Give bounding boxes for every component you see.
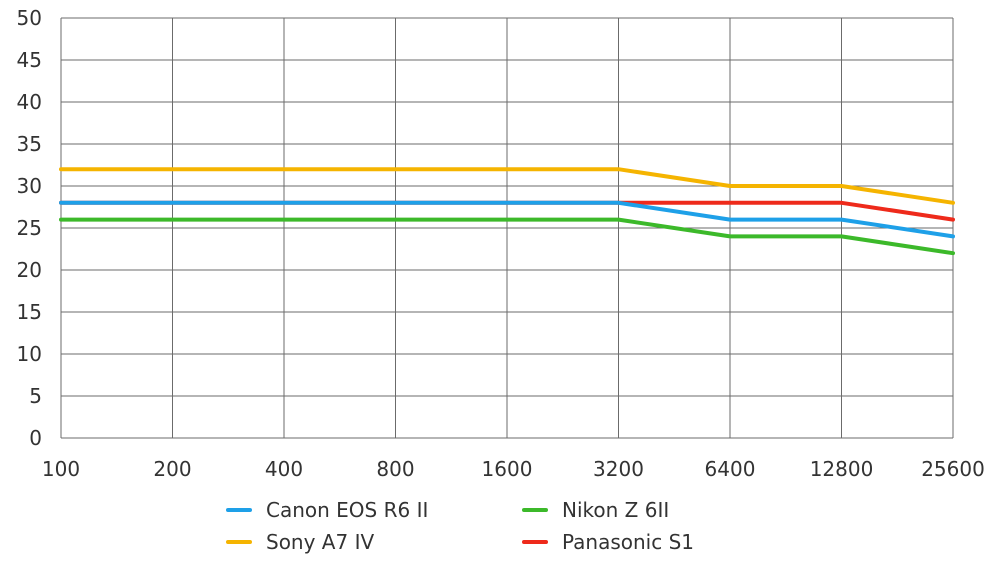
x-tick-label: 3200 [593, 457, 644, 481]
series-line-nikon-z-6ii [59, 217, 955, 256]
x-tick-label: 6400 [705, 457, 756, 481]
y-tick-label: 10 [17, 342, 42, 366]
y-tick-label: 5 [29, 384, 42, 408]
y-tick-label: 50 [17, 6, 42, 30]
x-tick-label: 12800 [810, 457, 874, 481]
y-tick-label: 40 [17, 90, 42, 114]
x-tick-label: 200 [153, 457, 191, 481]
x-tick-label: 1600 [482, 457, 533, 481]
x-tick-label: 100 [42, 457, 80, 481]
y-tick-label: 45 [17, 48, 42, 72]
x-tick-label: 400 [265, 457, 303, 481]
x-axis-ticks: 100 200 400 800 1600 3200 6400 12800 25600 [42, 457, 985, 481]
x-tick-label: 25600 [921, 457, 985, 481]
chart-grid [60, 17, 954, 439]
series-line-sony-a7-iv [59, 167, 955, 205]
y-axis-ticks: 0 5 10 15 20 25 30 35 40 45 50 [17, 6, 42, 450]
chart-series [59, 167, 955, 256]
series-line-canon-eos-r6-ii [59, 200, 955, 239]
y-tick-label: 0 [29, 426, 42, 450]
y-tick-label: 15 [17, 300, 42, 324]
y-tick-label: 30 [17, 174, 42, 198]
y-tick-label: 35 [17, 132, 42, 156]
y-tick-label: 25 [17, 216, 42, 240]
y-tick-label: 20 [17, 258, 42, 282]
x-tick-label: 800 [376, 457, 414, 481]
